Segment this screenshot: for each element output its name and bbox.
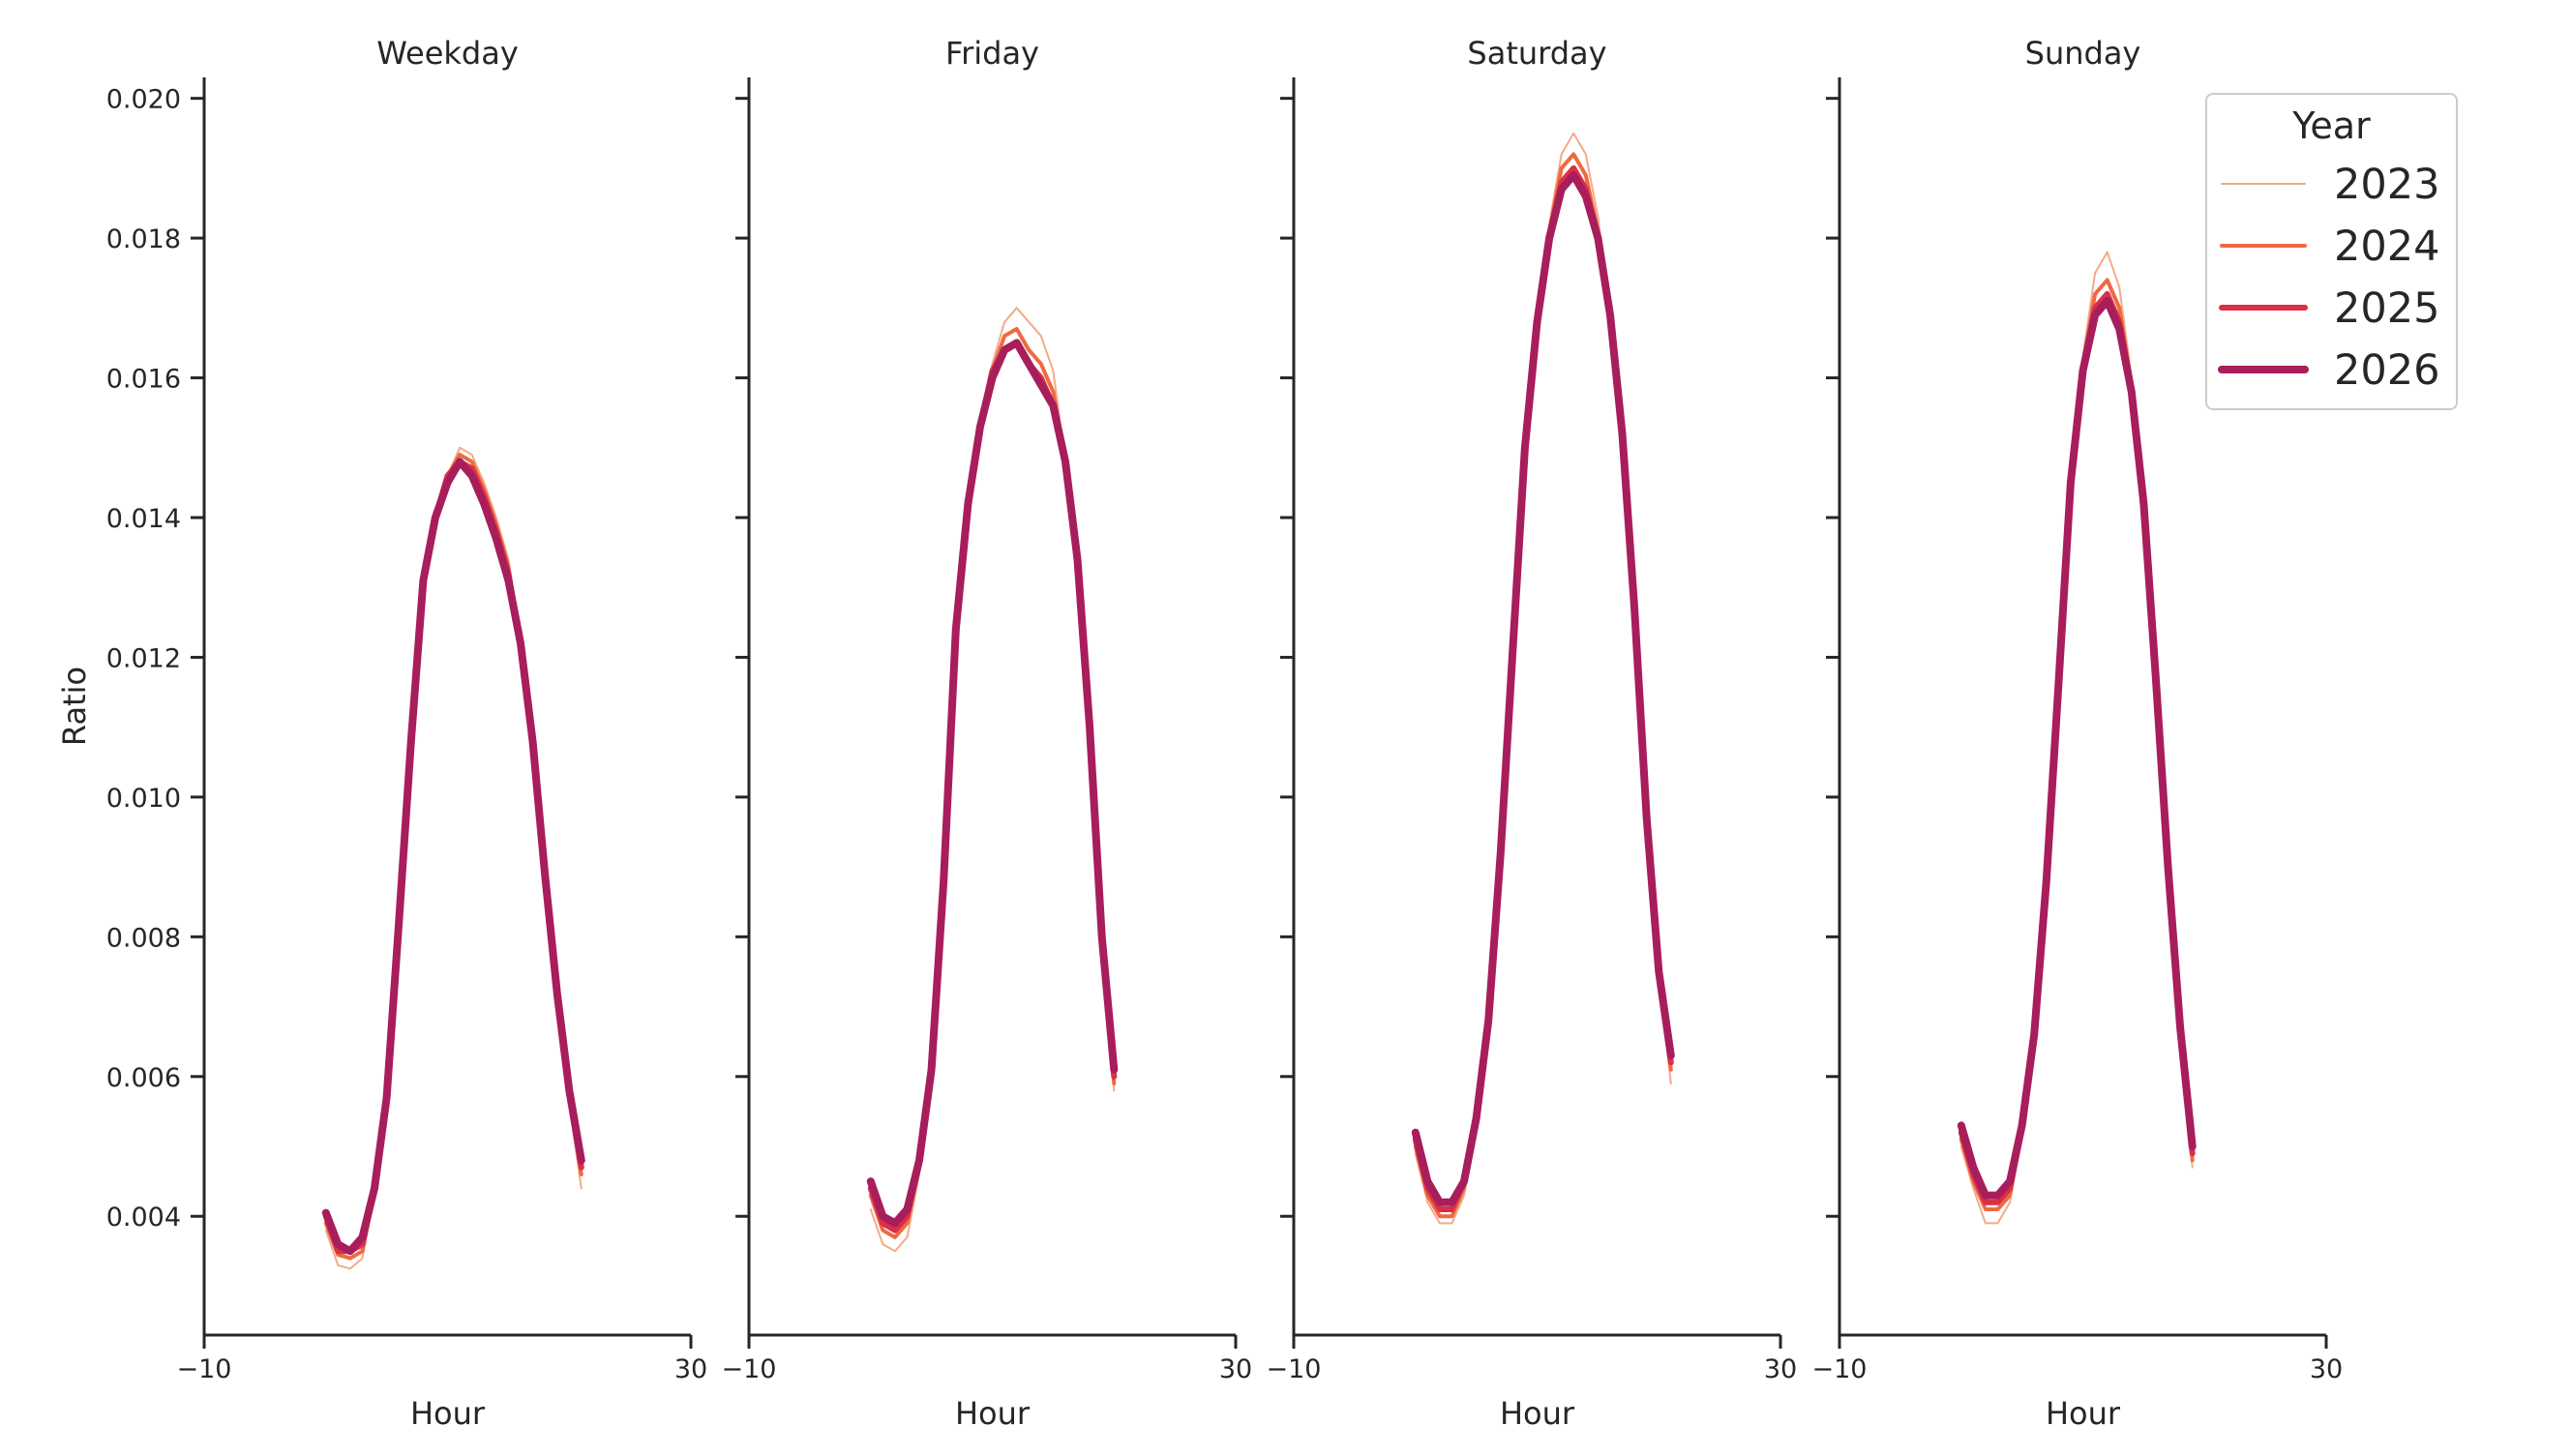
series-line-2024	[868, 327, 1117, 1239]
series-line-2025	[1412, 164, 1674, 1212]
x-tick-label: 30	[674, 1354, 707, 1384]
panel-title: Sunday	[2025, 35, 2141, 72]
y-tick-label: 0.014	[106, 504, 181, 534]
series-line-2025	[867, 340, 1118, 1233]
panel-saturday: −10 30 Saturday Hour	[1267, 35, 1798, 1432]
panel-title: Saturday	[1467, 35, 1606, 72]
legend-title: Year	[2291, 104, 2371, 147]
panel-title: Weekday	[376, 35, 519, 72]
series-line-2026	[1411, 171, 1675, 1206]
x-axis-label: Hour	[2046, 1395, 2121, 1432]
x-tick-label: 30	[2310, 1354, 2343, 1384]
x-axis-label: Hour	[955, 1395, 1031, 1432]
legend-label: 2026	[2334, 346, 2439, 395]
x-axis-label: Hour	[410, 1395, 486, 1432]
x-tick-label: 30	[1219, 1354, 1252, 1384]
y-tick-label: 0.008	[106, 923, 181, 953]
panels-layer: 0.004 0.006 0.008 0.010 0.012 0.014 0.016 0.018…	[56, 35, 2343, 1432]
y-tick-label: 0.010	[106, 784, 181, 814]
x-tick-label: −10	[1267, 1354, 1322, 1384]
series-line-2023	[869, 307, 1116, 1253]
x-tick-label: −10	[1812, 1354, 1868, 1384]
legend-frame	[2205, 93, 2458, 410]
x-axis-label: Hour	[1500, 1395, 1575, 1432]
panel-sunday: −10 30 Sunday Hour	[1812, 35, 2344, 1432]
legend-label: 2024	[2334, 223, 2439, 271]
legend-label: 2023	[2334, 161, 2439, 209]
series-line-2026	[1957, 297, 2197, 1200]
series-line-2024	[1413, 152, 1673, 1219]
y-axis-label: Ratio	[56, 667, 93, 746]
y-tick-label: 0.012	[106, 643, 181, 673]
y-tick-label: 0.004	[106, 1203, 181, 1233]
y-tick-label: 0.020	[106, 85, 181, 115]
series-line-2026	[866, 339, 1119, 1228]
panel-weekday: 0.004 0.006 0.008 0.010 0.012 0.014 0.016 0.018…	[106, 35, 707, 1432]
legend-label: 2025	[2334, 284, 2439, 333]
y-tick-label: 0.006	[106, 1063, 181, 1093]
x-tick-label: 30	[1764, 1354, 1797, 1384]
x-tick-label: −10	[177, 1354, 232, 1384]
y-tick-label: 0.016	[106, 365, 181, 395]
panel-title: Friday	[945, 35, 1039, 72]
panel-friday: −10 30 Friday Hour	[722, 35, 1253, 1432]
y-tick-label: 0.018	[106, 224, 181, 254]
x-tick-label: −10	[722, 1354, 777, 1384]
legend: Year 2023 2024 2025 2026	[2205, 93, 2458, 410]
series-line-2026	[321, 458, 585, 1256]
